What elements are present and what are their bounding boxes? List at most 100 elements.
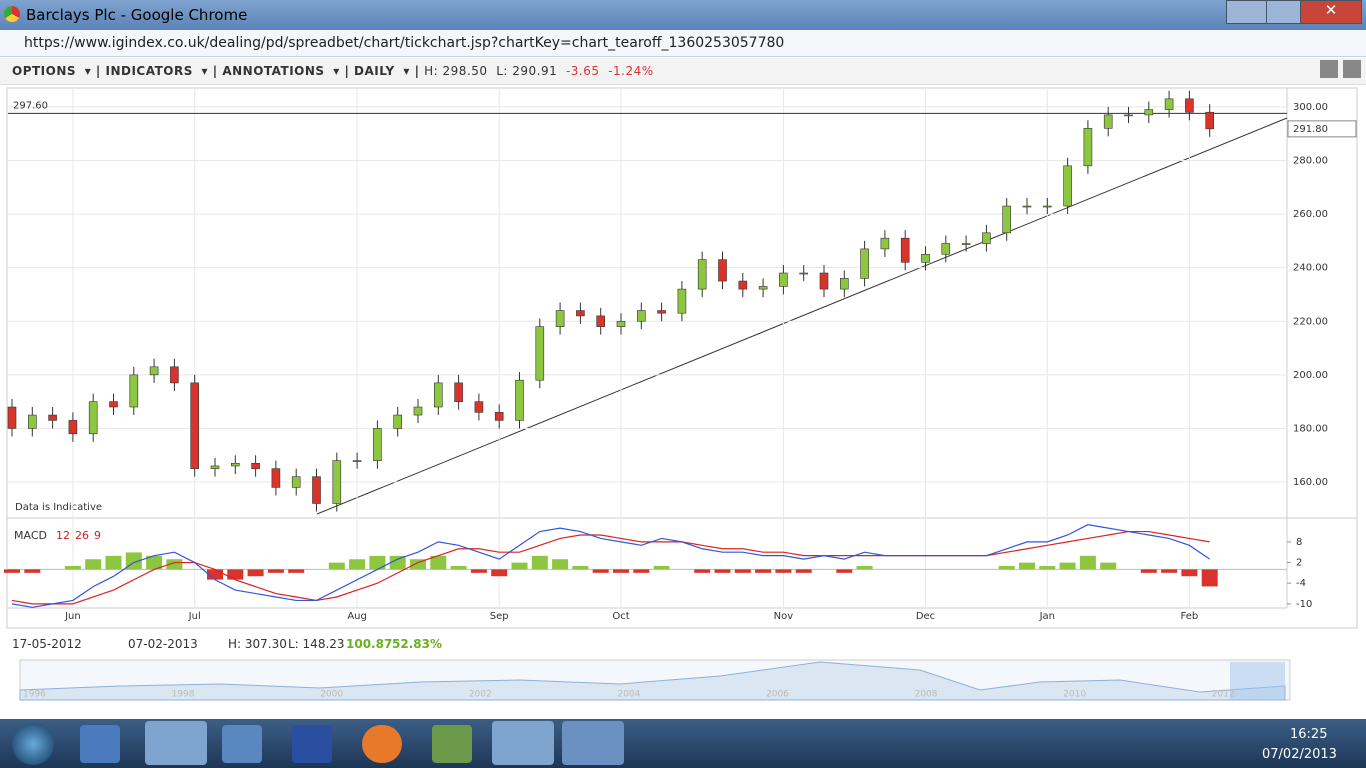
candle-body: [433, 382, 443, 408]
candle-body: [596, 315, 606, 327]
menu[interactable]: OPTIONS: [12, 64, 77, 78]
macd-histogram: [856, 566, 873, 570]
candle-body: [576, 310, 585, 317]
macd-histogram: [207, 569, 223, 580]
range-change: 100.87: [346, 637, 393, 651]
macd-histogram: [146, 555, 163, 570]
chart-toolbar: OPTIONS ▾ | INDICATORS ▾ | ANNOTATIONS ▾…: [0, 58, 1366, 85]
macd-histogram: [247, 569, 264, 577]
macd-tick-label: -4: [1296, 578, 1306, 589]
menus: OPTIONS ▾ | INDICATORS ▾ | ANNOTATIONS ▾…: [12, 64, 654, 78]
candle-body: [657, 310, 666, 314]
macd-histogram: [1059, 562, 1076, 570]
taskbar-app[interactable]: [292, 725, 332, 763]
candle-body: [190, 382, 199, 469]
close-button[interactable]: ✕: [1300, 0, 1362, 24]
candle-body: [961, 243, 971, 245]
x-tick-label: Sep: [490, 611, 509, 622]
macd-histogram: [531, 555, 548, 570]
candle-body: [1083, 128, 1093, 167]
macd-histogram: [1161, 569, 1178, 573]
macd-histogram: [410, 559, 426, 570]
candle-body: [170, 366, 179, 384]
candle-body: [880, 237, 890, 250]
candle-body: [352, 460, 362, 462]
last-price-box: [1287, 120, 1357, 138]
x-tick-label: Dec: [916, 611, 935, 622]
candle-body: [921, 253, 930, 263]
macd-histogram: [998, 566, 1015, 570]
candle-body: [312, 476, 321, 504]
navigator-window[interactable]: [1230, 662, 1285, 700]
last-price-label: 291.80: [1293, 124, 1328, 135]
y-tick-label: 280.00: [1293, 155, 1328, 166]
chart-frame: [6, 87, 1358, 629]
taskbar-app[interactable]: [562, 721, 624, 765]
macd-histogram: [267, 569, 284, 573]
macd-param: 26: [75, 529, 89, 542]
macd-histogram: [511, 562, 528, 570]
navigator-year: 1996: [23, 690, 46, 700]
y-tick-label: 240.00: [1293, 263, 1328, 274]
range-to[interactable]: 07-02-2013: [128, 637, 198, 651]
start-button[interactable]: [12, 723, 54, 765]
x-tick-label: Jul: [188, 611, 201, 622]
macd-histogram: [734, 569, 751, 573]
macd-histogram: [369, 555, 386, 570]
macd-signal-line: [11, 530, 1210, 605]
candle-body: [88, 401, 98, 435]
low: L: 290.91: [496, 64, 558, 78]
menu[interactable]: DAILY: [354, 64, 395, 78]
macd-histogram: [694, 569, 711, 573]
chart: Data is Indicative 160.00180.00200.00220…: [4, 87, 1358, 701]
menu[interactable]: INDICATORS: [105, 64, 193, 78]
candle-body: [1185, 98, 1194, 113]
macd-histogram: [328, 562, 345, 570]
macd-histogram: [1079, 555, 1096, 570]
x-tick-label: Nov: [774, 611, 794, 622]
candle-body: [1043, 205, 1052, 208]
taskbar-app[interactable]: [492, 721, 554, 765]
macd-tick-label: -10: [1296, 599, 1312, 610]
clock-date[interactable]: 07/02/2013: [1262, 747, 1337, 762]
taskbar-app[interactable]: [222, 725, 262, 763]
menu[interactable]: ANNOTATIONS: [222, 64, 325, 78]
y-tick-label: 160.00: [1293, 477, 1328, 488]
macd-histogram: [795, 569, 812, 573]
y-tick-label: 300.00: [1293, 102, 1328, 113]
candle-body: [149, 366, 159, 376]
macd-tick-label: 8: [1296, 537, 1302, 548]
maximize-button[interactable]: [1266, 0, 1302, 24]
candle-body: [677, 288, 687, 314]
macd-histogram: [470, 569, 487, 573]
macd-histogram: [552, 559, 569, 570]
candle-body: [291, 476, 301, 488]
navigator-year: 2012: [1212, 690, 1235, 700]
help-button[interactable]: [1320, 60, 1338, 78]
reference-label: 297.60: [13, 100, 48, 111]
range-from[interactable]: 17-05-2012: [12, 637, 82, 651]
candle-body: [799, 272, 809, 275]
taskbar-app[interactable]: [145, 721, 207, 765]
address-bar: https://www.igindex.co.uk/dealing/pd/spr…: [0, 30, 1366, 57]
comment-button[interactable]: [1343, 60, 1361, 78]
taskbar-app[interactable]: [80, 725, 120, 763]
macd-histogram: [1181, 569, 1198, 577]
clock-time[interactable]: 16:25: [1290, 727, 1328, 742]
candle-body: [860, 248, 869, 279]
candle-body: [109, 401, 118, 408]
candle-body: [251, 462, 260, 469]
x-tick-label: Aug: [347, 611, 367, 622]
macd-param: 12: [56, 529, 70, 542]
x-tick-label: Jun: [64, 611, 81, 622]
navigator-year: 2010: [1063, 690, 1086, 700]
macd-histogram: [1140, 569, 1157, 573]
candle-body: [636, 310, 646, 322]
navigator-year: 2008: [915, 690, 938, 700]
url[interactable]: https://www.igindex.co.uk/dealing/pd/spr…: [24, 35, 785, 51]
taskbar-app[interactable]: [432, 725, 472, 763]
range-low: L: 148.23: [288, 637, 345, 651]
indicative-note: Data is Indicative: [15, 502, 102, 513]
candle-body: [758, 286, 768, 290]
taskbar-app[interactable]: [362, 725, 402, 763]
